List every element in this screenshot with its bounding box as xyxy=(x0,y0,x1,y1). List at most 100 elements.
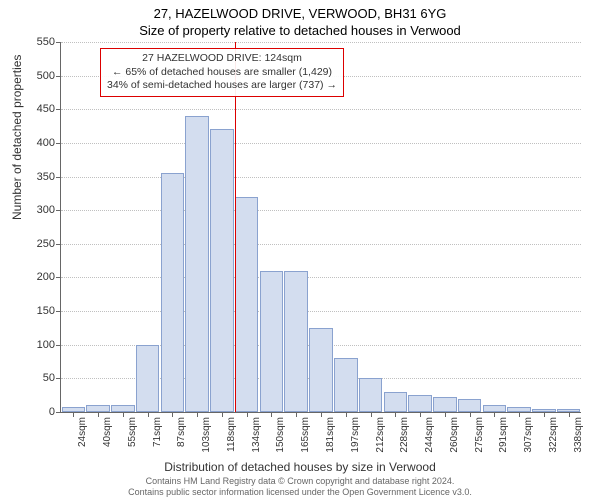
attribution-line1: Contains HM Land Registry data © Crown c… xyxy=(0,476,600,487)
marker-line xyxy=(235,42,236,412)
annotation-line3: 34% of semi-detached houses are larger (… xyxy=(107,79,337,93)
ytick-label: 450 xyxy=(15,103,55,115)
xtick-mark xyxy=(73,412,74,417)
histogram-bar xyxy=(483,405,507,412)
attribution-line2: Contains public sector information licen… xyxy=(0,487,600,498)
xtick-label: 228sqm xyxy=(399,417,410,453)
xtick-label: 55sqm xyxy=(127,417,138,447)
ytick-label: 300 xyxy=(15,204,55,216)
xtick-mark xyxy=(197,412,198,417)
xtick-label: 197sqm xyxy=(350,417,361,453)
histogram-bar xyxy=(334,358,358,412)
ytick-label: 150 xyxy=(15,305,55,317)
gridline xyxy=(61,177,581,178)
xtick-label: 275sqm xyxy=(474,417,485,453)
ytick-mark xyxy=(56,412,61,413)
attribution: Contains HM Land Registry data © Crown c… xyxy=(0,476,600,498)
xtick-mark xyxy=(371,412,372,417)
histogram-bar xyxy=(111,405,135,412)
xtick-mark xyxy=(346,412,347,417)
xtick-mark xyxy=(148,412,149,417)
histogram-bar xyxy=(433,397,457,412)
xtick-label: 291sqm xyxy=(498,417,509,453)
histogram-bar xyxy=(384,392,408,412)
chart-title: 27, HAZELWOOD DRIVE, VERWOOD, BH31 6YG xyxy=(0,0,600,21)
xtick-mark xyxy=(172,412,173,417)
chart-subtitle: Size of property relative to detached ho… xyxy=(0,21,600,38)
gridline xyxy=(61,143,581,144)
gridline xyxy=(61,277,581,278)
annotation-box: 27 HAZELWOOD DRIVE: 124sqm ← 65% of deta… xyxy=(100,48,344,97)
ytick-label: 350 xyxy=(15,171,55,183)
xtick-label: 322sqm xyxy=(548,417,559,453)
ytick-mark xyxy=(56,345,61,346)
xtick-label: 87sqm xyxy=(176,417,187,447)
xtick-mark xyxy=(470,412,471,417)
plot-area: 05010015020025030035040045050055024sqm40… xyxy=(60,42,581,413)
gridline xyxy=(61,244,581,245)
xtick-label: 71sqm xyxy=(152,417,163,447)
xtick-mark xyxy=(445,412,446,417)
ytick-label: 0 xyxy=(15,406,55,418)
annotation-line1: 27 HAZELWOOD DRIVE: 124sqm xyxy=(107,52,337,66)
xtick-label: 165sqm xyxy=(300,417,311,453)
xtick-label: 260sqm xyxy=(449,417,460,453)
ytick-mark xyxy=(56,143,61,144)
xtick-mark xyxy=(321,412,322,417)
ytick-label: 500 xyxy=(15,70,55,82)
ytick-mark xyxy=(56,76,61,77)
histogram-bar xyxy=(185,116,209,412)
xtick-label: 307sqm xyxy=(523,417,534,453)
histogram-bar xyxy=(136,345,160,412)
ytick-mark xyxy=(56,177,61,178)
histogram-bar xyxy=(260,271,284,412)
histogram-bar xyxy=(161,173,185,412)
xtick-mark xyxy=(544,412,545,417)
xtick-label: 181sqm xyxy=(325,417,336,453)
xtick-label: 40sqm xyxy=(102,417,113,447)
ytick-label: 50 xyxy=(15,372,55,384)
xtick-mark xyxy=(494,412,495,417)
xtick-mark xyxy=(222,412,223,417)
ytick-label: 400 xyxy=(15,137,55,149)
chart-container: 27, HAZELWOOD DRIVE, VERWOOD, BH31 6YG S… xyxy=(0,0,600,500)
ytick-label: 100 xyxy=(15,339,55,351)
histogram-bar xyxy=(235,197,259,412)
xtick-mark xyxy=(296,412,297,417)
ytick-mark xyxy=(56,42,61,43)
xtick-label: 150sqm xyxy=(275,417,286,453)
histogram-bar xyxy=(210,129,234,412)
xtick-label: 118sqm xyxy=(226,417,237,452)
gridline xyxy=(61,311,581,312)
xtick-label: 134sqm xyxy=(251,417,262,453)
gridline xyxy=(61,109,581,110)
ytick-mark xyxy=(56,311,61,312)
x-axis-label: Distribution of detached houses by size … xyxy=(0,460,600,474)
histogram-bar xyxy=(284,271,308,412)
ytick-label: 250 xyxy=(15,238,55,250)
xtick-label: 24sqm xyxy=(77,417,88,447)
xtick-mark xyxy=(123,412,124,417)
ytick-mark xyxy=(56,210,61,211)
gridline xyxy=(61,42,581,43)
xtick-mark xyxy=(519,412,520,417)
histogram-bar xyxy=(359,378,383,412)
xtick-label: 244sqm xyxy=(424,417,435,453)
chart-area: 05010015020025030035040045050055024sqm40… xyxy=(60,42,580,412)
histogram-bar xyxy=(458,399,482,412)
xtick-mark xyxy=(271,412,272,417)
ytick-mark xyxy=(56,109,61,110)
gridline xyxy=(61,210,581,211)
xtick-label: 338sqm xyxy=(573,417,584,453)
xtick-mark xyxy=(569,412,570,417)
histogram-bar xyxy=(408,395,432,412)
ytick-mark xyxy=(56,244,61,245)
ytick-label: 550 xyxy=(15,36,55,48)
annotation-line2: ← 65% of detached houses are smaller (1,… xyxy=(107,66,337,80)
ytick-label: 200 xyxy=(15,271,55,283)
xtick-label: 103sqm xyxy=(201,417,212,453)
ytick-mark xyxy=(56,378,61,379)
xtick-mark xyxy=(98,412,99,417)
xtick-mark xyxy=(420,412,421,417)
xtick-mark xyxy=(247,412,248,417)
